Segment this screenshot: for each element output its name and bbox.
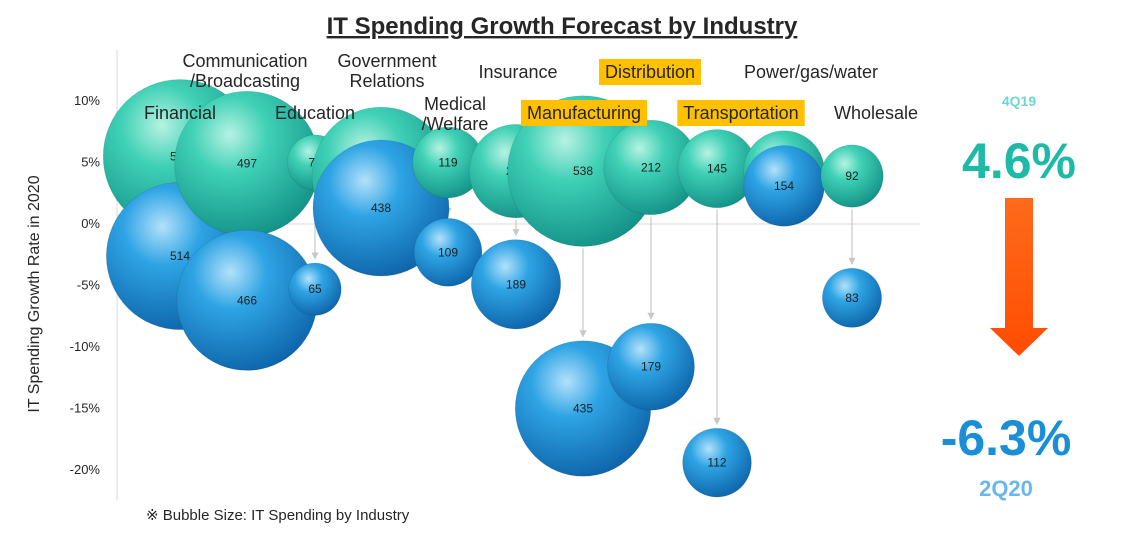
- chart-title: IT Spending Growth Forecast by Industry: [327, 13, 798, 40]
- category-label: Financial: [144, 103, 216, 123]
- bubble-4q19-value: 119: [438, 156, 457, 170]
- svg-text:Financial: Financial: [144, 103, 216, 123]
- y-tick-label: -10%: [70, 339, 101, 354]
- bubble-2q20: [470, 239, 562, 330]
- category-highlight: [677, 100, 805, 126]
- bubble-2q20: [607, 322, 695, 411]
- category-highlight: [520, 100, 648, 126]
- category-label: Power/gas/water: [744, 62, 878, 82]
- bubble-2q20-value: 83: [845, 291, 859, 305]
- bubble-2q20-value: 466: [237, 293, 257, 307]
- y-tick-labels: 10% 5% 0% -5% -10% -15% -20%: [70, 93, 101, 477]
- category-label: Insurance: [478, 62, 557, 82]
- svg-text:Distribution: Distribution: [605, 62, 695, 82]
- bubble-2q20-value: 514: [170, 249, 190, 263]
- category-label: Education: [275, 103, 355, 123]
- svg-text:Manufacturing: Manufacturing: [527, 103, 641, 123]
- y-tick-label: -20%: [70, 462, 101, 477]
- y-tick-label: 10%: [74, 93, 100, 108]
- category-highlight: [598, 59, 702, 85]
- svg-text:Wholesale: Wholesale: [834, 103, 918, 123]
- bubble-2q20-value: 109: [438, 245, 458, 259]
- svg-text:Medical/Welfare: Medical/Welfare: [422, 94, 489, 134]
- summary-after-label: 2Q20: [979, 476, 1033, 501]
- bubble-4q19-value: 212: [641, 160, 661, 174]
- bubble-2q20-value: 189: [506, 277, 526, 291]
- bubble-4q19-value: 497: [237, 157, 257, 171]
- bubble-2q20: [288, 262, 342, 316]
- category-label: Government Relations: [337, 51, 436, 91]
- svg-text:Transportation: Transportation: [683, 103, 798, 123]
- bubble-4q19-value: 538: [573, 164, 593, 178]
- svg-text:Communication/Broadcasting: Communication/Broadcasting: [182, 51, 307, 91]
- bubbles: 5595144974667265450438119109207189538435…: [102, 79, 884, 498]
- category-labels: Financial Communication/Broadcasting Educa…: [144, 51, 918, 134]
- bubble-2q20: [682, 427, 752, 498]
- bubble-2q20-value: 154: [774, 179, 794, 193]
- bubble-4q19-value: 92: [845, 169, 859, 183]
- svg-text:Education: Education: [275, 103, 355, 123]
- summary-before-label: 4Q19: [1002, 93, 1036, 109]
- category-label: Communication/Broadcasting: [182, 51, 307, 91]
- bubble-4q19: [820, 144, 884, 208]
- bubble-2q20-value: 435: [573, 402, 593, 416]
- svg-text:Insurance: Insurance: [478, 62, 557, 82]
- summary-after-value: -6.3%: [941, 410, 1072, 466]
- category-label: Wholesale: [834, 103, 918, 123]
- bubble-4q19-value: 145: [707, 162, 727, 176]
- summary-panel: 4Q19 4.6% -6.3% 2Q20: [941, 93, 1076, 501]
- y-tick-label: 5%: [81, 155, 100, 170]
- summary-before-value: 4.6%: [962, 133, 1076, 189]
- bubble-2q20-value: 65: [308, 282, 322, 296]
- svg-text:Power/gas/water: Power/gas/water: [744, 62, 878, 82]
- bubble-2q20-value: 438: [371, 201, 391, 215]
- category-label: Medical/Welfare: [422, 94, 489, 134]
- category-label: Distribution: [598, 59, 702, 85]
- bubble-2q20: [413, 217, 483, 287]
- bubble-2q20: [821, 267, 883, 328]
- category-label: Transportation: [677, 100, 805, 126]
- y-axis-label: IT Spending Growth Rate in 2020: [26, 175, 43, 412]
- bubble-2q20-value: 112: [707, 456, 726, 470]
- y-tick-label: -15%: [70, 401, 101, 416]
- summary-down-arrow: [990, 198, 1048, 356]
- bubble-2q20-value: 179: [641, 360, 661, 374]
- category-label: Manufacturing: [520, 100, 648, 126]
- footnote: ※ Bubble Size: IT Spending by Industry: [146, 507, 410, 524]
- y-tick-label: -5%: [77, 278, 101, 293]
- y-tick-label: 0%: [81, 216, 100, 231]
